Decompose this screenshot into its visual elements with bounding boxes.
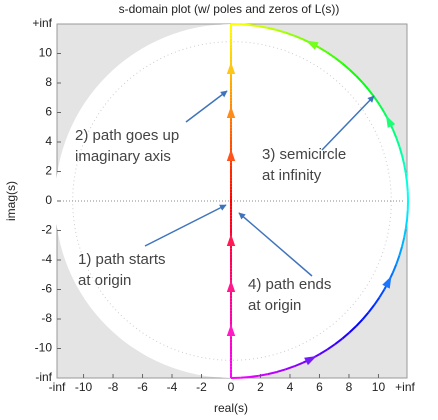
path-semicircle (404, 173, 409, 183)
path-semicircle (258, 25, 268, 29)
path-semicircle (276, 29, 286, 34)
path-semicircle (240, 23, 250, 26)
annotation-arrow (185, 90, 228, 123)
path-semicircle (400, 237, 406, 248)
x-tick-label: 8 (346, 380, 353, 394)
path-semicircle (318, 46, 328, 54)
path-semicircle (249, 374, 259, 379)
path-semicircle (326, 343, 336, 351)
y-tick-label: 0 (45, 193, 52, 207)
x-tick-label: -8 (108, 380, 119, 394)
path-semicircle (404, 219, 409, 229)
path-semicircle (391, 128, 398, 138)
direction-arrow (226, 106, 236, 118)
path-semicircle (334, 337, 343, 345)
path-semicircle (355, 75, 364, 84)
direction-arrow (306, 40, 319, 50)
path-semicircle (249, 23, 259, 28)
path-semicircle (378, 288, 386, 298)
y-tick-label: 8 (45, 75, 52, 89)
path-semicircle (348, 68, 357, 77)
path-semicircle (334, 57, 343, 65)
x-end-label: +inf (395, 380, 415, 394)
path-semicircle (403, 228, 407, 238)
direction-arrow (226, 280, 236, 292)
path-semicircle (367, 304, 375, 313)
annotation-arrow (321, 95, 375, 151)
path-semicircle (400, 154, 406, 165)
x-axis-label: real(s) (214, 401, 248, 415)
path-semicircle (378, 104, 386, 114)
path-semicircle (391, 264, 398, 274)
x-tick-label: -2 (196, 380, 207, 394)
path-semicircle (395, 137, 401, 147)
path-semicircle (240, 376, 250, 379)
path-semicircle (267, 370, 278, 376)
path-semicircle (318, 348, 328, 356)
y-tick-label: 6 (45, 105, 52, 119)
y-tick-label: 10 (39, 46, 53, 60)
path-semicircle (403, 164, 407, 174)
annotation: 3) semicircle (262, 146, 346, 163)
annotation: 4) path ends (248, 276, 331, 293)
y-tick-label: -4 (41, 252, 52, 266)
path-semicircle (373, 296, 381, 306)
path-semicircle (395, 255, 401, 265)
path-semicircle (276, 368, 286, 373)
annotation-arrow (144, 204, 227, 247)
y-tick-label: -10 (35, 341, 53, 355)
annotation: at infinity (262, 167, 322, 184)
path-semicircle (285, 365, 295, 371)
annotation: imaginary axis (75, 148, 171, 165)
chart-title: s-domain plot (w/ poles and zeros of L(s… (119, 2, 340, 16)
annotation: 2) path goes up (75, 127, 179, 144)
x-tick-label: -4 (167, 380, 178, 394)
y-end-label: -inf (35, 370, 52, 384)
y-tick-label: 4 (45, 134, 52, 148)
annotation: at origin (248, 297, 301, 314)
path-semicircle (294, 34, 304, 41)
x-tick-label: 4 (287, 380, 294, 394)
y-end-label: +inf (32, 16, 52, 30)
annotation: at origin (78, 272, 131, 289)
path-semicircle (406, 182, 409, 192)
y-tick-label: 2 (45, 164, 52, 178)
y-tick-label: -8 (41, 311, 52, 325)
path-semicircle (398, 146, 403, 156)
path-semicircle (348, 325, 357, 334)
path-semicircle (267, 26, 278, 32)
path-semicircle (341, 331, 351, 340)
path-semicircle (294, 361, 304, 368)
direction-arrow (304, 355, 317, 366)
direction-arrow (385, 115, 396, 128)
direction-arrow (226, 149, 236, 161)
y-axis-label: imag(s) (4, 181, 18, 221)
direction-arrow (226, 234, 236, 246)
path-semicircle (258, 373, 268, 377)
annotation-arrow (238, 212, 313, 277)
annotation: 1) path starts (78, 251, 166, 268)
y-tick-label: -6 (41, 282, 52, 296)
x-end-label: -inf (49, 380, 66, 394)
y-tick-label: -2 (41, 223, 52, 237)
path-semicircle (285, 31, 295, 37)
x-tick-label: 10 (372, 380, 386, 394)
path-semicircle (361, 81, 370, 91)
path-semicircle (373, 96, 381, 106)
x-tick-label: 2 (257, 380, 264, 394)
path-semicircle (341, 62, 351, 71)
path-semicircle (361, 311, 370, 321)
x-tick-label: 6 (316, 380, 323, 394)
direction-arrow (382, 276, 392, 289)
path-semicircle (355, 318, 364, 327)
x-tick-label: -6 (137, 380, 148, 394)
x-tick-label: -10 (75, 380, 93, 394)
x-tick-label: 0 (228, 380, 235, 394)
path-semicircle (406, 210, 409, 220)
direction-arrow (226, 324, 236, 336)
path-semicircle (326, 51, 336, 59)
direction-arrow (226, 62, 236, 74)
path-semicircle (398, 246, 403, 256)
